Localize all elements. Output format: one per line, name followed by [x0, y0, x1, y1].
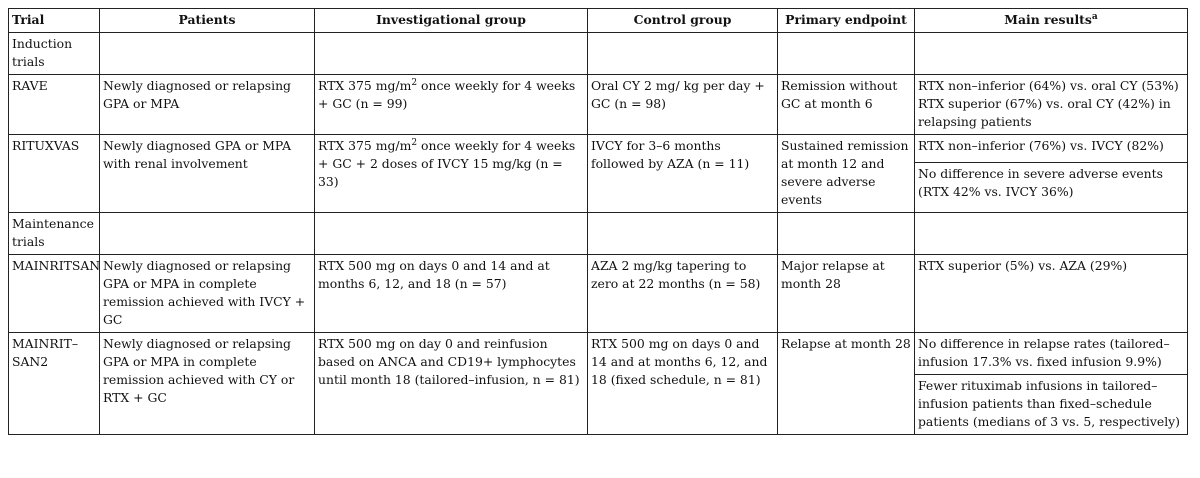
investigational-cell: RTX 500 mg on day 0 and reinfusion based…: [314, 332, 588, 435]
table-row: Fewer rituximab infusions in tailored–in…: [9, 374, 1188, 435]
header-primary-endpoint: Primary endpoint: [777, 8, 915, 33]
section-row-induction: Induction trials: [8, 32, 1188, 75]
results-cell: RTX superior (5%) vs. AZA (29%): [914, 254, 1188, 333]
section-label-maintenance: Maintenance trials: [8, 212, 100, 255]
patients-cell: Newly diagnosed or relapsing GPA or MPA …: [99, 254, 315, 333]
endpoint-cell: Relapse at month 28: [777, 332, 915, 435]
trial-name: RITUXVAS: [8, 134, 100, 213]
control-cell: IVCY for 3–6 months followed by AZA (n =…: [587, 134, 778, 213]
investigational-cell: RTX 375 mg/m2 once weekly for 4 weeks + …: [314, 74, 588, 135]
patients-cell: Newly diagnosed GPA or MPA with renal in…: [99, 134, 315, 213]
control-cell: AZA 2 mg/kg tapering to zero at 22 month…: [587, 254, 778, 333]
endpoint-cell: Remission without GC at month 6: [777, 74, 915, 135]
trial-name: MAINRITSAN: [8, 254, 100, 333]
table-container: Trial Patients Investigational group Con…: [8, 8, 1188, 435]
trials-table: Trial Patients Investigational group Con…: [8, 8, 1188, 435]
control-cell: Oral CY 2 mg/ kg per day + GC (n = 98): [587, 74, 778, 135]
endpoint-cell: Sustained remission at month 12 and seve…: [777, 134, 915, 213]
trial-name: RAVE: [8, 74, 100, 135]
patients-cell: Newly diagnosed or relapsing GPA or MPA …: [99, 332, 315, 435]
results-cell: Fewer rituximab infusions in tailored–in…: [914, 374, 1188, 435]
section-label-induction: Induction trials: [8, 32, 100, 75]
results-cell: No difference in relapse rates (tailored…: [914, 332, 1188, 375]
header-trial: Trial: [8, 8, 100, 33]
header-control-group: Control group: [587, 8, 778, 33]
header-main-results: Main resultsa: [914, 8, 1188, 33]
endpoint-cell: Major relapse at month 28: [777, 254, 915, 333]
section-row-maintenance: Maintenance trials: [8, 212, 1188, 255]
header-investigational-group: Investigational group: [314, 8, 588, 33]
patients-cell: Newly diagnosed or relapsing GPA or MPA: [99, 74, 315, 135]
table-row: MAINRITSAN Newly diagnosed or relapsing …: [8, 254, 1188, 333]
table-row: RAVE Newly diagnosed or relapsing GPA or…: [8, 74, 1188, 135]
table-row: MAINRIT– SAN2 Newly diagnosed or relapsi…: [8, 332, 1188, 435]
trial-name: MAINRIT– SAN2: [8, 332, 100, 435]
results-cell: No difference in severe adverse events (…: [914, 162, 1188, 213]
table-row: No difference in severe adverse events (…: [9, 162, 1188, 213]
control-cell: RTX 500 mg on days 0 and 14 and at month…: [587, 332, 778, 435]
header-row: Trial Patients Investigational group Con…: [8, 8, 1188, 33]
table-row: RITUXVAS Newly diagnosed GPA or MPA with…: [8, 133, 1188, 213]
investigational-cell: RTX 500 mg on days 0 and 14 and at month…: [314, 254, 588, 333]
header-main-results-label: Main results: [1004, 12, 1092, 27]
results-cell: RTX non–inferior (76%) vs. IVCY (82%): [914, 133, 1188, 164]
results-cell: RTX non–inferior (64%) vs. oral CY (53%)…: [914, 74, 1188, 135]
investigational-cell: RTX 375 mg/m2 once weekly for 4 weeks + …: [314, 134, 588, 213]
header-patients: Patients: [99, 8, 315, 33]
footnote-marker: a: [1091, 11, 1098, 22]
